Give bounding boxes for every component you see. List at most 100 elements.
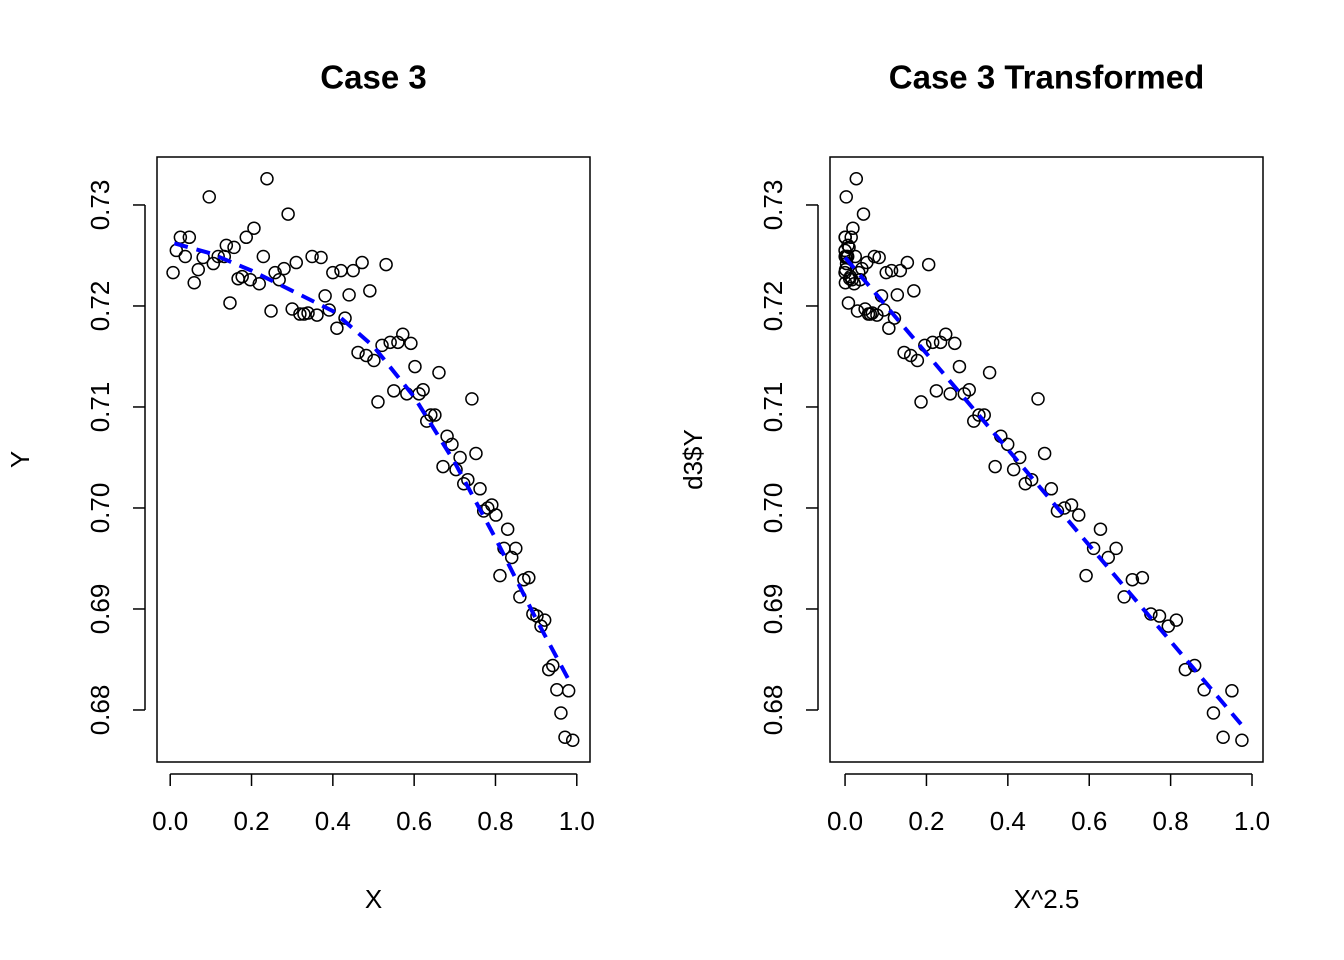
y-tick-label: 0.72 — [85, 281, 115, 332]
data-point — [166, 265, 180, 280]
data-point — [1117, 590, 1131, 604]
data-point — [910, 353, 925, 368]
y-axis-label: Y — [5, 451, 35, 468]
chart-title: Case 3 Transformed — [889, 59, 1204, 96]
data-point — [1024, 472, 1039, 487]
x-tick-label: 1.0 — [1234, 806, 1270, 836]
data-point — [1006, 462, 1021, 477]
data-point — [305, 249, 319, 264]
data-point — [480, 501, 495, 515]
data-point — [1161, 619, 1176, 633]
data-point — [893, 263, 908, 278]
data-point — [268, 265, 282, 280]
data-point — [404, 336, 418, 351]
data-point — [842, 240, 856, 255]
data-point — [872, 250, 886, 265]
data-point — [952, 359, 967, 374]
data-point — [849, 171, 864, 186]
data-point — [428, 408, 442, 422]
y-tick-label: 0.68 — [85, 685, 115, 736]
y-tick-label: 0.69 — [758, 584, 788, 635]
data-point — [310, 308, 324, 322]
x-tick-label: 0.6 — [396, 806, 432, 836]
data-point — [457, 476, 471, 491]
data-point — [921, 257, 936, 272]
data-point — [408, 359, 422, 374]
data-point — [383, 335, 397, 350]
data-point — [182, 230, 197, 245]
data-point — [867, 249, 882, 264]
data-point — [1225, 684, 1239, 698]
data-point — [1235, 733, 1249, 748]
data-point — [293, 307, 307, 321]
data-point — [504, 550, 519, 565]
data-point — [982, 365, 997, 380]
data-point — [848, 249, 863, 264]
data-point — [550, 683, 564, 697]
x-tick-label: 0.0 — [152, 806, 188, 836]
data-point — [239, 230, 253, 245]
data-point — [330, 321, 344, 335]
y-tick-label: 0.68 — [758, 685, 788, 736]
data-point — [243, 272, 258, 287]
data-point — [436, 459, 450, 474]
data-point — [289, 255, 304, 270]
data-point — [1000, 437, 1015, 452]
data-point — [1086, 541, 1101, 556]
data-point — [870, 308, 884, 322]
data-point — [897, 345, 911, 360]
data-point — [1152, 609, 1167, 623]
data-point — [925, 335, 940, 350]
data-point — [351, 345, 365, 360]
data-point — [202, 190, 216, 204]
data-point — [272, 272, 286, 287]
y-tick-label: 0.72 — [758, 281, 788, 332]
x-tick-label: 0.6 — [1071, 806, 1107, 836]
data-point — [1206, 706, 1221, 720]
x-tick-label: 0.4 — [315, 806, 351, 836]
x-tick-label: 0.0 — [827, 806, 863, 836]
data-point — [948, 336, 962, 351]
data-point — [522, 570, 536, 585]
data-point — [252, 277, 267, 291]
data-point — [929, 384, 944, 398]
data-point — [363, 284, 377, 298]
data-point — [1169, 613, 1184, 627]
data-point — [247, 221, 261, 235]
data-point — [887, 311, 902, 325]
data-point — [852, 265, 866, 280]
x-tick-label: 0.8 — [1153, 806, 1189, 836]
data-point — [375, 338, 389, 353]
x-tick-label: 0.2 — [908, 806, 944, 836]
y-tick-label: 0.70 — [85, 483, 115, 534]
x-tick-label: 1.0 — [559, 806, 595, 836]
data-point — [493, 568, 507, 583]
data-point — [346, 263, 360, 278]
data-point — [1216, 730, 1230, 745]
data-point — [187, 275, 201, 290]
data-point — [546, 658, 560, 673]
trend-line — [843, 256, 1244, 727]
data-point — [565, 733, 580, 748]
data-point — [839, 190, 853, 204]
data-point — [453, 450, 467, 465]
data-point — [1135, 570, 1150, 585]
data-point — [1101, 550, 1115, 565]
y-axis-label: d3$Y — [678, 429, 708, 490]
y-tick-label: 0.73 — [85, 180, 115, 231]
x-axis-label: X — [365, 884, 382, 914]
data-point — [314, 250, 328, 265]
data-point — [1109, 541, 1123, 556]
data-point — [396, 327, 410, 342]
data-point — [227, 240, 241, 255]
data-point — [191, 262, 206, 277]
data-point — [206, 256, 221, 271]
y-tick-label: 0.73 — [758, 180, 788, 231]
data-point — [850, 304, 865, 318]
data-point — [367, 353, 381, 368]
data-point — [844, 230, 858, 245]
plot-box — [829, 156, 1264, 763]
data-point — [558, 730, 572, 745]
